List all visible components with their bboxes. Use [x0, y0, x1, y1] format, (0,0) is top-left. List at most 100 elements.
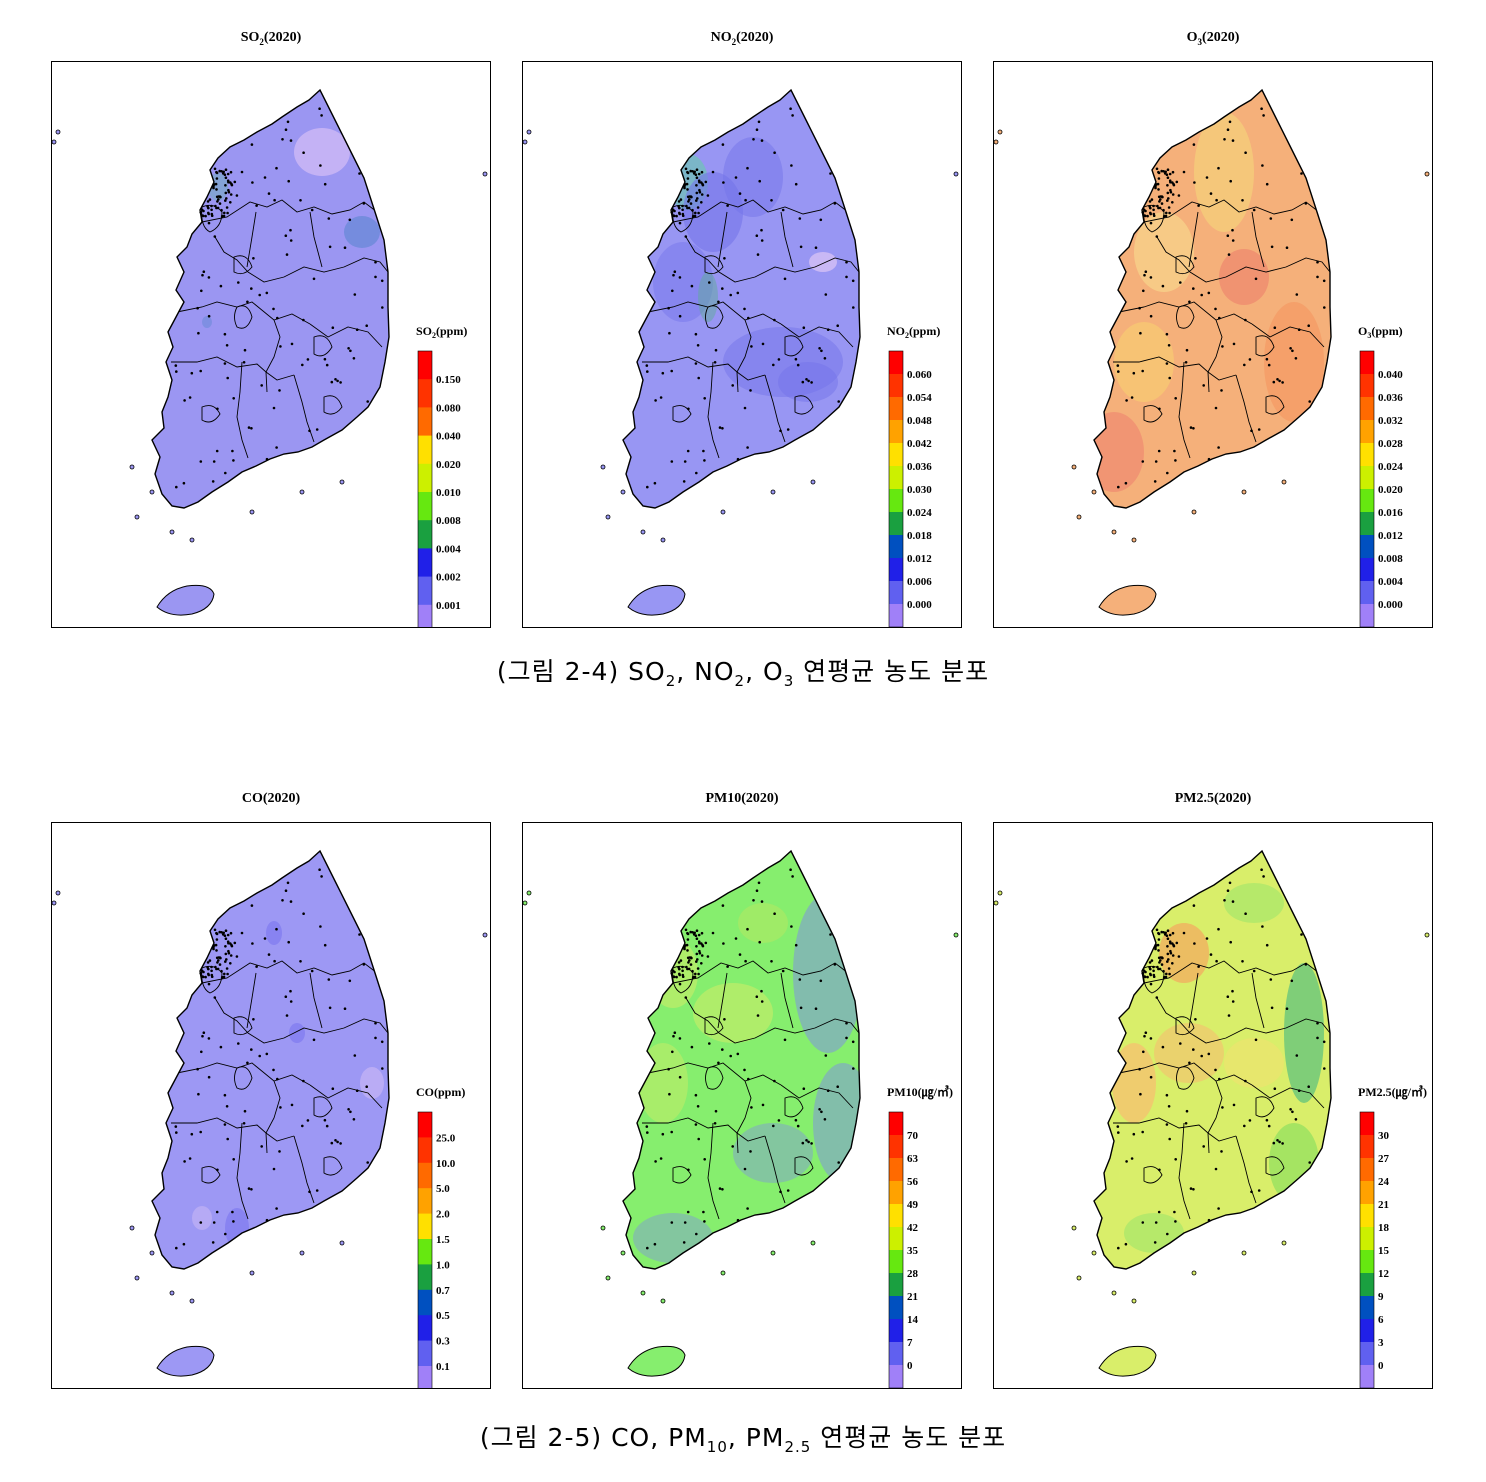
- station-dot: [229, 962, 232, 965]
- station-dot: [1166, 168, 1170, 171]
- caption-species: CO: [611, 1423, 651, 1452]
- city-boundary: [1265, 1156, 1285, 1176]
- station-dot: [760, 900, 764, 903]
- station-dot: [687, 961, 690, 964]
- station-dot: [211, 480, 215, 483]
- station-dot: [1217, 927, 1220, 931]
- station-dot: [289, 1000, 293, 1003]
- legend-tick-label: 0.150: [436, 374, 461, 386]
- province-boundary: [309, 1084, 383, 1109]
- station-dot: [731, 384, 734, 387]
- station-dot: [260, 384, 263, 387]
- station-dot: [845, 275, 848, 279]
- station-dot: [216, 200, 219, 203]
- province-boundary: [309, 211, 323, 268]
- legend-tick-label: 9: [1378, 1291, 1384, 1303]
- station-dot: [200, 1050, 203, 1054]
- station-dot: [1269, 217, 1273, 220]
- station-dot: [224, 937, 228, 940]
- station-dot: [1209, 953, 1213, 956]
- island: [994, 139, 999, 145]
- legend-title-subscript: 3: [1367, 331, 1371, 340]
- station-dot: [700, 962, 703, 965]
- station-dot: [1257, 1189, 1261, 1192]
- station-dot: [681, 969, 684, 973]
- station-dot: [227, 190, 231, 194]
- station-dot: [1273, 326, 1277, 330]
- station-dot: [1291, 1110, 1294, 1114]
- station-dot: [1194, 257, 1197, 260]
- station-dot: [284, 889, 288, 892]
- station-dot: [1149, 212, 1152, 216]
- station-dot: [1165, 332, 1169, 336]
- station-dot: [695, 1232, 698, 1236]
- station-dot: [1142, 208, 1146, 212]
- station-dot: [731, 1145, 734, 1148]
- station-dot: [694, 934, 698, 937]
- station-dot: [220, 975, 224, 979]
- station-dot: [672, 1034, 675, 1038]
- legend-tick-label: 0.010: [436, 487, 461, 499]
- station-dot: [284, 995, 288, 998]
- station-dot: [230, 943, 233, 947]
- station-dot: [646, 485, 649, 489]
- concentration-patch: [360, 1067, 384, 1099]
- station-dot: [216, 1168, 219, 1172]
- station-dot: [272, 307, 275, 311]
- station-dot: [1130, 396, 1134, 399]
- station-dot: [240, 170, 244, 174]
- station-dot: [687, 967, 691, 971]
- station-dot: [210, 969, 213, 973]
- concentration-patch: [733, 1123, 813, 1183]
- legend-tick-label: 0.020: [1378, 484, 1403, 496]
- station-dot: [801, 1141, 805, 1145]
- station-dot: [250, 143, 254, 146]
- legend-swatch: [418, 351, 432, 380]
- legend-swatch: [1360, 1158, 1374, 1182]
- station-dot: [1193, 181, 1196, 184]
- station-dot: [798, 217, 802, 220]
- station-dot: [258, 293, 261, 297]
- station-dot: [678, 221, 682, 225]
- legend-swatch: [418, 1137, 432, 1164]
- station-dot: [1152, 965, 1155, 969]
- station-dot: [289, 228, 292, 232]
- station-dot: [246, 1061, 249, 1065]
- station-dot: [1207, 291, 1211, 295]
- province-boundary: [717, 211, 728, 268]
- station-dot: [688, 195, 691, 198]
- station-dot: [339, 381, 342, 384]
- station-dot: [1184, 1122, 1188, 1125]
- panel-title-text: PM2.5(2020): [1174, 791, 1252, 806]
- korea-map: NO2(ppm) 0.060 0.054 0.048 0.042 0.036 0.030 0.…: [523, 88, 959, 627]
- station-dot: [1272, 380, 1276, 384]
- station-dot: [661, 1132, 665, 1136]
- station-dot: [290, 1103, 294, 1107]
- city-boundary: [794, 1156, 814, 1176]
- station-dot: [223, 1123, 227, 1126]
- station-dot: [729, 1054, 732, 1058]
- legend-swatch: [418, 548, 432, 578]
- station-dot: [703, 1158, 706, 1161]
- legend-swatch: [1360, 558, 1374, 582]
- station-dot: [366, 1161, 370, 1164]
- city-boundary: [672, 1166, 692, 1184]
- station-dot: [1168, 211, 1171, 215]
- station-dot: [683, 1221, 687, 1224]
- station-dot: [1227, 253, 1231, 256]
- station-dot: [1150, 198, 1154, 201]
- legend-swatch: [418, 379, 432, 408]
- station-dot: [1193, 942, 1196, 945]
- station-dot: [677, 961, 681, 964]
- station-dot: [851, 1040, 855, 1044]
- legend-frame: [888, 350, 904, 627]
- jeju-island: [1098, 584, 1157, 616]
- station-dot: [1148, 200, 1152, 203]
- station-dot: [694, 972, 697, 976]
- concentration-patch: [653, 242, 713, 322]
- station-dot: [289, 989, 292, 993]
- station-dot: [174, 1125, 178, 1128]
- station-dot: [1241, 199, 1244, 202]
- station-dot: [814, 1007, 818, 1010]
- legend-title-unit: (ppm): [909, 324, 940, 338]
